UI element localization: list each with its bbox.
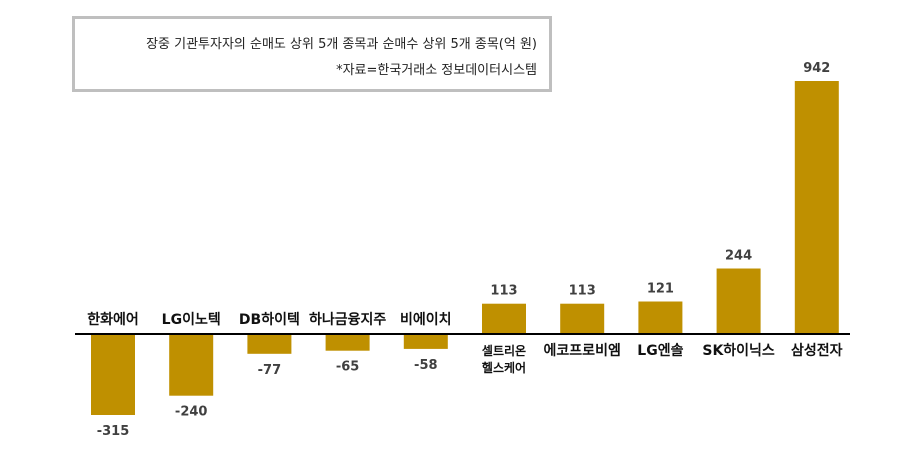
value-label-7: 121	[647, 282, 674, 297]
bar-group	[91, 81, 839, 415]
category-label-8: SK하이닉스	[702, 342, 775, 359]
chart-source: *자료=한국거래소 정보데이터시스템	[336, 63, 537, 78]
bar-3	[325, 334, 370, 351]
category-label-0: 한화에어	[87, 311, 139, 328]
bar-4	[403, 334, 448, 349]
value-label-8: 244	[725, 249, 752, 264]
value-label-6: 113	[569, 284, 596, 299]
chart-title: 장중 기관투자자의 순매도 상위 5개 종목과 순매수 상위 5개 종목(억 원…	[146, 37, 537, 52]
bar-7	[638, 301, 683, 334]
chart-note-box: 장중 기관투자자의 순매도 상위 5개 종목과 순매수 상위 5개 종목(억 원…	[72, 16, 552, 92]
value-label-1: -240	[175, 405, 208, 420]
category-label-2: DB하이텍	[239, 311, 300, 328]
bar-9	[794, 81, 839, 334]
value-label-0: -315	[97, 424, 130, 439]
value-label-9: 942	[803, 61, 830, 76]
bar-2	[247, 334, 292, 354]
value-label-5: 113	[490, 284, 517, 299]
category-label-5: 셀트리온 헬스케어	[482, 343, 526, 375]
category-label-3: 하나금융지주	[309, 311, 386, 328]
category-label-6: 에코프로비엠	[544, 343, 621, 359]
bar-0	[91, 334, 135, 415]
bar-5	[482, 303, 526, 334]
value-label-3: -65	[336, 360, 360, 375]
value-label-4: -58	[414, 358, 438, 373]
value-label-2: -77	[258, 363, 282, 378]
bar-6	[560, 303, 605, 334]
value-label-group: -315 -240 -77 -65 -58 113 113 121 244 942	[97, 61, 831, 439]
category-label-9: 삼성전자	[791, 342, 843, 359]
bar-1	[169, 334, 214, 396]
bar-8	[716, 268, 761, 334]
category-label-7: LG엔솔	[637, 342, 683, 359]
category-label-4: 비에이치	[400, 311, 452, 328]
category-label-1: LG이노텍	[162, 311, 221, 328]
